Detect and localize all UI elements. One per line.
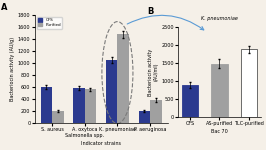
Bar <box>106 60 117 123</box>
X-axis label: Indicator strains: Indicator strains <box>81 141 121 146</box>
Text: A: A <box>1 3 8 12</box>
Bar <box>150 100 161 123</box>
Bar <box>85 89 96 123</box>
Bar <box>117 34 129 123</box>
Text: K. pneumoniae: K. pneumoniae <box>201 16 238 21</box>
Bar <box>73 88 85 123</box>
Bar <box>241 49 257 117</box>
Bar <box>139 111 150 123</box>
Text: B: B <box>147 6 153 15</box>
Y-axis label: Bacteriocin activity (AU/g): Bacteriocin activity (AU/g) <box>10 37 15 101</box>
Bar <box>52 111 64 123</box>
Y-axis label: Bacteriocin activity
(AU/ml): Bacteriocin activity (AU/ml) <box>148 48 159 96</box>
Bar <box>211 64 227 117</box>
Legend: CFS, Purified: CFS, Purified <box>37 17 62 28</box>
X-axis label: Bac 70: Bac 70 <box>211 129 228 134</box>
Bar <box>182 85 198 117</box>
Bar <box>41 87 52 123</box>
